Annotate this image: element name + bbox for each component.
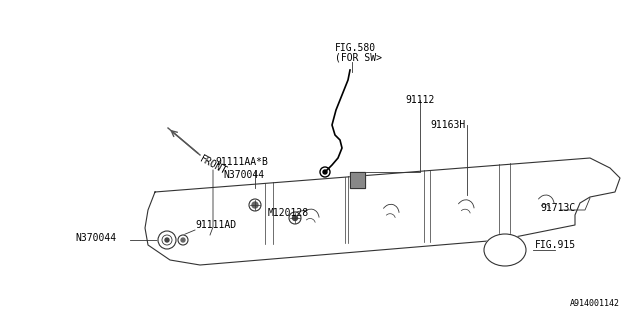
Text: 91111AD: 91111AD [195, 220, 236, 230]
Circle shape [165, 238, 169, 242]
Text: (FOR SW>: (FOR SW> [335, 53, 382, 63]
Circle shape [158, 231, 176, 249]
Circle shape [252, 202, 258, 208]
Text: FIG.580: FIG.580 [335, 43, 376, 53]
Circle shape [162, 235, 172, 245]
Polygon shape [350, 172, 365, 188]
Circle shape [323, 170, 327, 174]
Circle shape [249, 199, 261, 211]
Ellipse shape [484, 234, 526, 266]
Text: 91163H: 91163H [430, 120, 465, 130]
Circle shape [178, 235, 188, 245]
Circle shape [289, 212, 301, 224]
Text: 91112: 91112 [405, 95, 435, 105]
Polygon shape [145, 158, 620, 265]
Text: FIG.915: FIG.915 [535, 240, 576, 250]
Circle shape [292, 215, 298, 220]
Circle shape [181, 238, 185, 242]
Text: N370044: N370044 [75, 233, 116, 243]
Text: M120128: M120128 [268, 208, 309, 218]
Text: A914001142: A914001142 [570, 299, 620, 308]
Text: 91713C: 91713C [540, 203, 575, 213]
Text: FRONT: FRONT [198, 154, 228, 176]
Text: 91111AA*B: 91111AA*B [215, 157, 268, 167]
Text: N370044: N370044 [223, 170, 264, 180]
